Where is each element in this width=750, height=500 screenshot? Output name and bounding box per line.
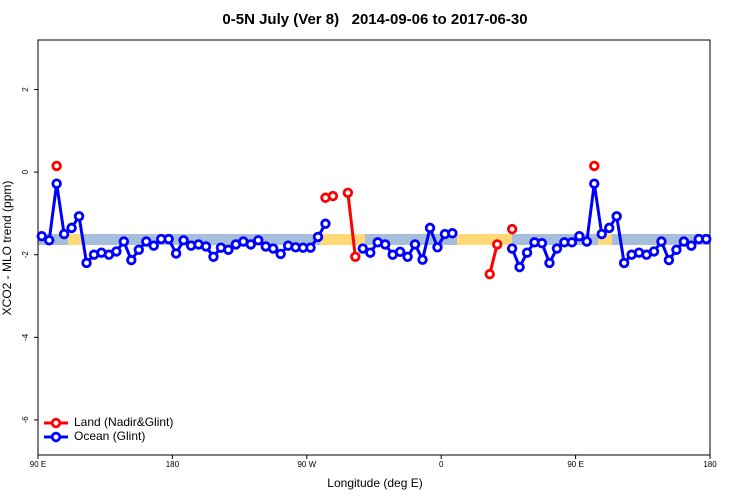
data-point xyxy=(163,233,174,245)
data-point xyxy=(66,222,77,234)
data-point xyxy=(409,239,421,250)
data-point xyxy=(656,236,667,247)
data-point xyxy=(394,246,406,258)
data-point xyxy=(312,231,324,243)
data-point xyxy=(514,261,525,273)
band-land xyxy=(457,234,512,245)
data-point xyxy=(589,160,600,172)
x-tick-label: 180 xyxy=(166,460,180,469)
data-point xyxy=(73,211,85,222)
data-point xyxy=(51,178,62,189)
data-point xyxy=(417,254,428,265)
data-point xyxy=(604,222,615,234)
data-point xyxy=(447,228,458,239)
data-point xyxy=(327,190,339,202)
legend-label: Ocean (Glint) xyxy=(74,429,145,443)
data-point xyxy=(365,247,376,258)
data-point xyxy=(268,243,279,254)
data-point xyxy=(342,187,354,198)
data-point xyxy=(81,257,92,269)
y-axis-label: XCO2 - MLO trend (ppm) xyxy=(0,181,14,316)
x-tick-label: 90 W xyxy=(297,460,316,469)
data-point xyxy=(492,239,503,250)
x-tick-label: 90 E xyxy=(30,460,46,469)
legend-marker xyxy=(50,417,62,429)
data-point xyxy=(648,246,660,257)
x-tick-label: 0 xyxy=(439,460,444,469)
data-point xyxy=(678,236,690,247)
data-point xyxy=(506,223,518,235)
data-point xyxy=(118,236,130,247)
data-point xyxy=(536,237,548,249)
data-point xyxy=(589,178,600,189)
data-point xyxy=(506,243,518,254)
data-point xyxy=(170,248,182,259)
data-point xyxy=(58,228,70,240)
band-ocean xyxy=(512,234,598,245)
data-point xyxy=(521,247,533,258)
y-tick-label: 2 xyxy=(21,87,30,92)
data-point xyxy=(424,222,436,234)
data-point xyxy=(671,244,682,255)
data-point xyxy=(208,251,219,262)
data-point xyxy=(574,230,585,242)
data-point xyxy=(305,242,316,253)
data-point xyxy=(380,239,391,250)
y-tick-label: 0 xyxy=(21,169,30,174)
data-point xyxy=(245,239,256,250)
x-tick-label: 90 E xyxy=(567,460,583,469)
data-point xyxy=(611,211,622,222)
x-axis-label: Longitude (deg E) xyxy=(327,476,422,490)
data-point xyxy=(596,228,607,240)
data-point xyxy=(111,246,122,257)
data-point xyxy=(133,244,144,255)
data-point xyxy=(275,248,286,260)
data-point xyxy=(402,251,413,262)
data-point xyxy=(51,160,62,172)
data-point xyxy=(701,233,712,245)
y-tick-label: -2 xyxy=(21,251,30,259)
data-point xyxy=(320,218,331,229)
legend-label: Land (Nadir&Glint) xyxy=(74,415,173,429)
y-tick-label: -4 xyxy=(21,333,30,341)
data-point xyxy=(253,235,264,246)
data-point xyxy=(432,242,443,253)
data-point xyxy=(141,236,152,247)
data-point xyxy=(350,251,361,262)
data-point xyxy=(566,237,578,248)
data-point xyxy=(663,254,675,266)
band-land xyxy=(598,234,612,245)
data-point xyxy=(36,230,47,242)
data-point xyxy=(618,257,630,269)
data-point xyxy=(686,240,697,251)
data-point xyxy=(178,235,189,246)
data-point xyxy=(581,236,592,247)
chart-title: 0-5N July (Ver 8) 2014-09-06 to 2017-06-… xyxy=(222,11,527,28)
y-tick-label: -6 xyxy=(21,416,30,424)
data-point xyxy=(484,268,495,280)
data-point xyxy=(223,244,234,255)
band-land xyxy=(320,234,365,245)
data-point xyxy=(126,254,137,266)
data-point xyxy=(148,240,159,251)
x-tick-label: 180 xyxy=(703,460,717,469)
band-ocean xyxy=(82,234,320,245)
data-point xyxy=(44,235,55,246)
legend-marker xyxy=(50,431,62,443)
band-ocean xyxy=(365,234,457,245)
plot-frame xyxy=(37,39,711,456)
data-point xyxy=(551,243,563,254)
data-point xyxy=(200,241,212,252)
data-point xyxy=(357,243,368,254)
series-line xyxy=(325,166,594,274)
data-point xyxy=(544,257,555,269)
band-land xyxy=(68,234,82,245)
